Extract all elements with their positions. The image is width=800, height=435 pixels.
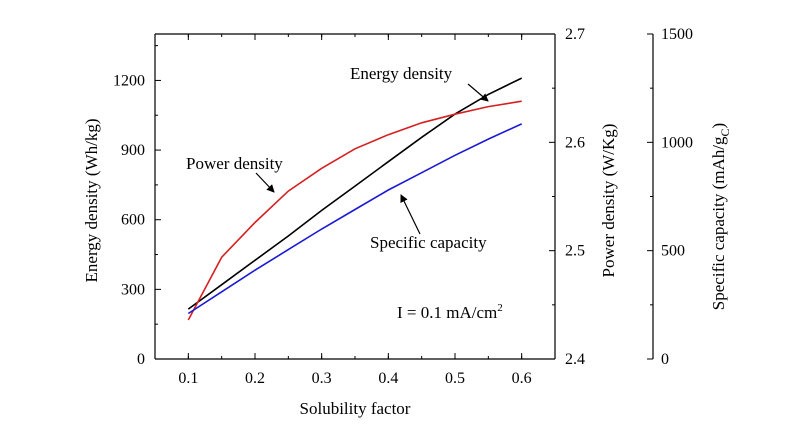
x-tick-label: 0.5: [445, 370, 465, 387]
x-tick-label: 0.4: [378, 370, 398, 387]
right1-y-tick-label: 2.6: [565, 134, 585, 151]
x-tick-label: 0.3: [312, 370, 332, 387]
right2-y-tick-label: 0: [661, 351, 669, 368]
annotation-energy-density: Energy density: [350, 64, 453, 83]
left-y-tick-label: 0: [137, 351, 145, 368]
arrow-specific-capacity: [400, 194, 421, 235]
right2-y-tick-label: 500: [661, 243, 685, 260]
right2-y-tick-label: 1000: [661, 134, 693, 151]
right1-axis-title: Power density (W/Kg): [599, 124, 618, 278]
x-axis-title: Solubility factor: [300, 399, 411, 418]
right1-y-tick-label: 2.4: [565, 351, 585, 368]
x-tick-label: 0.1: [178, 370, 198, 387]
arrow-power-density: [255, 172, 275, 193]
right1-y-tick-label: 2.5: [565, 243, 585, 260]
left-axis-title: Energy density (Wh/kg): [82, 119, 101, 283]
x-tick-label: 0.2: [245, 370, 265, 387]
annotation-current-main: I = 0.1 mA/cm: [397, 303, 497, 322]
annotation-current: I = 0.1 mA/cm2: [397, 302, 503, 322]
left-y-tick-label: 600: [121, 212, 145, 229]
left-y-tick-label: 900: [121, 142, 145, 159]
right1-y-tick-label: 2.7: [565, 26, 585, 43]
left-y-tick-label: 1200: [113, 72, 145, 89]
right2-y-tick-label: 1500: [661, 26, 693, 43]
series-line-power-density: [187, 100, 522, 321]
series-line-specific-capacity: [187, 123, 523, 315]
annotation-specific-capacity: Specific capacity: [370, 233, 487, 252]
x-tick-label: 0.6: [512, 370, 532, 387]
annotation-current-sup: 2: [497, 302, 503, 314]
left-y-tick-label: 300: [121, 281, 145, 298]
arrow-energy-density: [467, 83, 489, 102]
right2-axis-title: Specific capacity (mAh/gC): [709, 123, 732, 310]
annotation-power-density: Power density: [186, 154, 283, 173]
series-line-energy-density: [187, 77, 523, 310]
